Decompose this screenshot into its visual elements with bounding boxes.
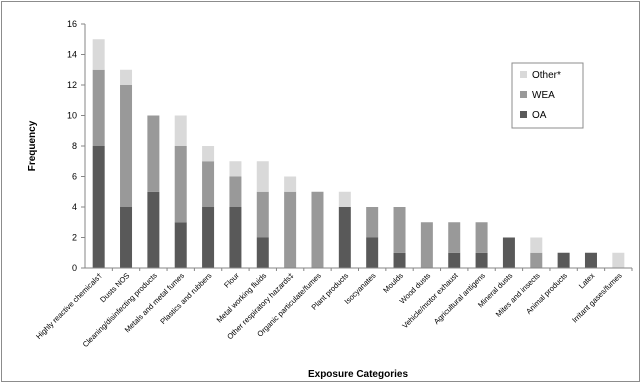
bar-segment-other [202,146,215,162]
bar-segment-wea [256,191,269,238]
y-tick-label: 6 [72,172,77,182]
legend: Other* WEA OA [511,62,584,129]
bar-segment-oa [202,207,215,268]
bar-segment-oa [557,252,570,268]
bar-segment-wea [284,191,297,268]
bar-segment-wea [475,222,488,253]
bar-segment-wea [420,222,433,268]
bar-segment-wea [120,85,133,207]
bar-segment-other [256,161,269,192]
y-tick-label: 10 [67,111,77,121]
bar-segment-oa [92,146,105,268]
bar-segment-wea [393,207,406,253]
bar-segment-oa [120,207,133,268]
bar-segment-other [530,237,543,253]
category-label: Flour [222,271,241,290]
bar-segment-oa [229,207,242,268]
bar-segment-oa [174,222,187,268]
bar-segment-wea [448,222,461,253]
category-label: Agricultural antigens [432,271,487,326]
bar-segment-wea [92,69,105,146]
bar-segment-oa [475,252,488,268]
bar-segment-oa [256,237,269,268]
bar-segment-other [338,191,351,207]
legend-swatch-other [520,71,527,78]
category-label: Plastics and rubbers [158,271,213,326]
category-label: Irritant gases/fumes [570,271,624,325]
bar-segment-other [229,161,242,177]
bar-segment-oa [393,252,406,268]
y-tick-label: 14 [67,50,77,60]
bar-segment-other [92,39,105,70]
y-tick-label: 16 [67,19,77,29]
legend-swatch-oa [520,111,527,118]
y-tick-label: 0 [72,263,77,273]
bar-segment-oa [502,237,515,268]
y-tick-label: 4 [72,202,77,212]
y-axis-title: Frequency [27,120,38,171]
bar-segment-oa [448,252,461,268]
bar-segment-oa [147,191,160,268]
bar-segment-oa [338,207,351,268]
bar-segment-oa [366,237,379,268]
category-label: Moulds [381,271,405,295]
category-label: Latex [577,271,597,291]
x-axis-title: Exposure Categories [308,369,408,380]
legend-label: OA [532,110,547,121]
bar-segment-wea [530,252,543,268]
bars-layer [92,39,625,268]
bar-segment-other [174,115,187,146]
y-tick-label: 8 [72,141,77,151]
legend-swatch-wea [520,91,527,98]
legend-label: WEA [532,90,555,101]
bar-segment-other [120,69,133,85]
category-label: Metal working fluids [215,271,269,325]
bar-segment-wea [229,176,242,207]
bar-segment-wea [147,115,160,192]
bar-segment-wea [311,191,324,268]
bar-segment-wea [366,207,379,238]
y-tick-label: 2 [72,233,77,243]
bar-segment-oa [584,252,597,268]
y-ticks: 0 2 4 6 8 10 12 14 16 [67,19,85,273]
legend-label: Other* [532,70,561,81]
bar-segment-other [284,176,297,192]
x-tick-labels: Highly reactive chemicals†Dusts NOSClean… [34,268,633,349]
bar-segment-other [612,252,625,268]
bar-segment-wea [202,161,215,207]
bar-segment-wea [174,146,187,223]
y-tick-label: 12 [67,80,77,90]
